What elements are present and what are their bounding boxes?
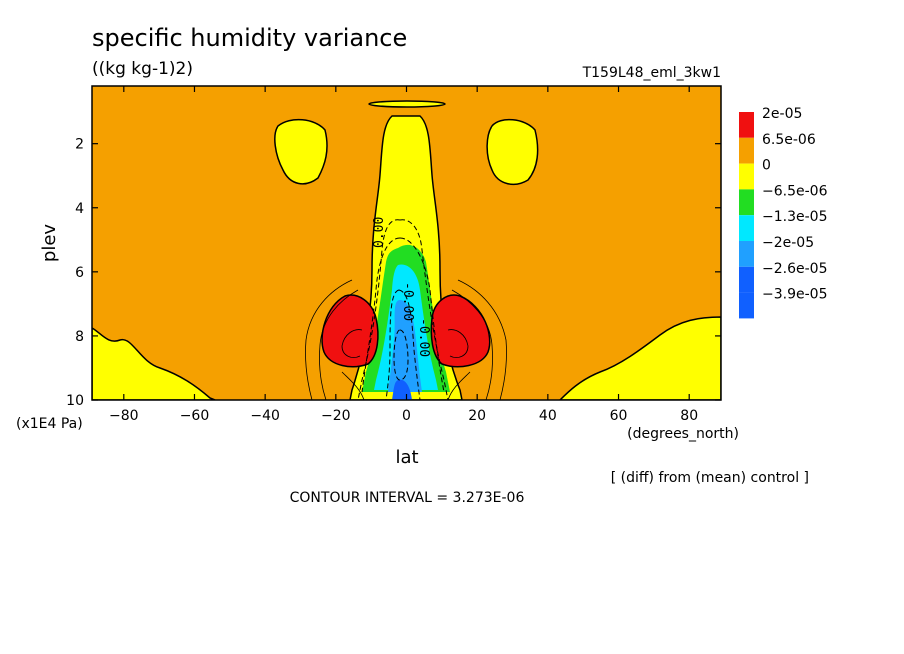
comparison-note: [ (diff) from (mean) control ]	[611, 470, 809, 486]
legend-swatch	[739, 241, 754, 267]
legend-label: −6.5e-06	[762, 183, 828, 199]
contour-label: 0.00	[372, 217, 387, 248]
legend-swatch	[739, 112, 754, 138]
region-lightblue	[388, 300, 422, 392]
legend-label: −3.9e-05	[762, 287, 827, 303]
legend: 2e-05 6.5e-06 0 −6.5e-06 −1.3e-05 −2e-05 −2.6e…	[739, 106, 828, 319]
region-upper-left	[274, 118, 328, 185]
chart-units: ((kg kg-1)2)	[92, 59, 193, 79]
region-low-right	[558, 316, 721, 400]
experiment-label: T159L48_eml_3kw1	[582, 65, 721, 81]
legend-label: −2.6e-05	[762, 261, 827, 277]
region-low-left	[92, 327, 216, 400]
positive-contours	[305, 279, 507, 400]
legend-swatch	[739, 163, 754, 190]
region-upper-right	[486, 118, 539, 186]
contour-interval: CONTOUR INTERVAL = 3.273E-06	[290, 490, 525, 506]
x-axis-label: lat	[395, 447, 418, 468]
y-tick-label: 6	[75, 265, 84, 281]
y-tick-label: 8	[75, 329, 84, 345]
x-tick-label: −60	[180, 408, 210, 424]
chart-title: specific humidity variance	[92, 24, 407, 52]
x-tick-label: 40	[539, 408, 557, 424]
plot-area: 0.00 -0.00 -0.00	[92, 86, 721, 400]
negative-contours	[357, 219, 449, 400]
x-tick-label: −40	[250, 408, 280, 424]
x-tick-label: 60	[610, 408, 628, 424]
legend-label: −2e-05	[762, 235, 814, 251]
legend-label: 0	[762, 158, 771, 174]
contour-label: -0.00	[400, 282, 415, 321]
region-red-right	[430, 294, 491, 368]
x-axis: −80 −60 −40 −20 0 20 40 60 80	[109, 86, 698, 424]
y-tick-label: 2	[75, 137, 84, 153]
x-tick-label: 20	[468, 408, 486, 424]
region-top-lens	[368, 100, 446, 108]
y-axis: 2 4 6 8 10	[66, 137, 721, 409]
y-tick-label: 10	[66, 393, 84, 409]
legend-swatch	[739, 189, 754, 216]
x-tick-label: −20	[321, 408, 351, 424]
x-tick-label: 0	[402, 408, 411, 424]
legend-label: 6.5e-06	[762, 132, 816, 148]
legend-swatch	[739, 292, 754, 319]
x-unit-label: (degrees_north)	[627, 426, 739, 442]
legend-swatch	[739, 215, 754, 241]
legend-label: 2e-05	[762, 106, 802, 122]
legend-swatch	[739, 266, 754, 293]
contour-label: -0.00	[416, 318, 431, 357]
x-tick-label: 80	[680, 408, 698, 424]
x-tick-label: −80	[109, 408, 139, 424]
y-tick-label: 4	[75, 201, 84, 217]
y-unit-label: (x1E4 Pa)	[16, 416, 83, 432]
legend-swatch	[739, 137, 754, 164]
y-axis-label: plev	[39, 224, 60, 263]
legend-label: −1.3e-05	[762, 209, 827, 225]
